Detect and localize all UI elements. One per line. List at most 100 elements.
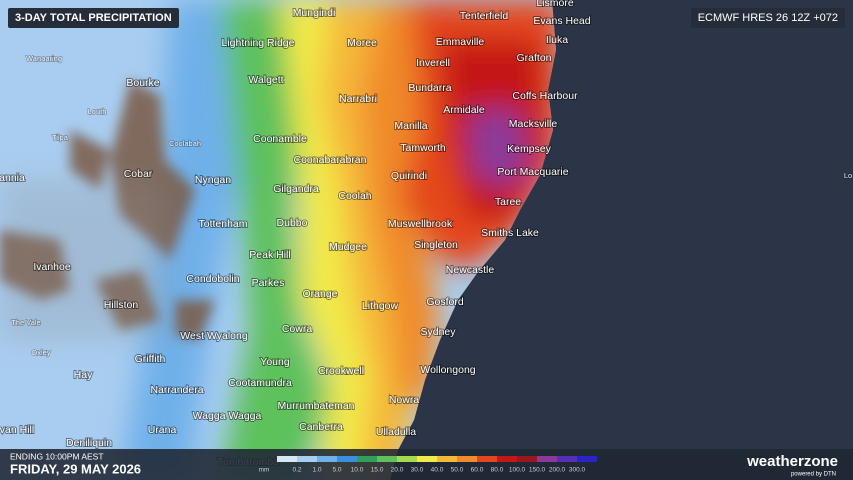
legend-swatch	[357, 456, 377, 462]
place-label: Louth	[88, 107, 107, 116]
legend-label: 5.0	[332, 467, 341, 474]
place-label: Lo	[844, 171, 852, 180]
place-label: Cootamundra	[228, 377, 292, 389]
place-label: Wanaaring	[26, 54, 62, 63]
place-label: Peak Hill	[249, 249, 290, 261]
place-label: Gosford	[426, 296, 464, 308]
place-label: Narrandera	[150, 384, 203, 396]
logo-sub: powered by DTN	[791, 472, 836, 478]
place-label: West Wyalong	[180, 330, 248, 342]
place-label: Walgett	[248, 74, 283, 86]
place-label: Deniliquin	[66, 437, 112, 449]
place-label: Evans Head	[533, 15, 590, 27]
place-label: Orange	[302, 288, 337, 300]
legend-label: 1.0	[312, 467, 321, 474]
place-label: Lithgow	[362, 300, 399, 312]
place-label: Coolah	[338, 190, 371, 202]
legend-unit: mm	[259, 467, 270, 474]
place-label: Mudgee	[329, 241, 367, 253]
place-label: Oxley	[31, 348, 50, 357]
place-label: Newcastle	[446, 264, 495, 276]
place-label: Singleton	[414, 239, 458, 251]
place-label: van Hill	[0, 424, 34, 436]
legend-swatch	[477, 456, 497, 462]
place-label: Muswellbrook	[388, 218, 453, 230]
legend-label: 100.0	[509, 467, 526, 474]
date-text: FRIDAY, 29 MAY 2026	[10, 461, 141, 476]
place-label: Narrabri	[339, 93, 377, 105]
legend-swatch	[277, 456, 297, 462]
place-label: Cobar	[124, 168, 153, 180]
place-label: Wollongong	[420, 364, 475, 376]
legend-label: 300.0	[569, 467, 586, 474]
place-label: Young	[260, 356, 290, 368]
place-label: Hillston	[104, 299, 139, 311]
title-badge: 3-DAY TOTAL PRECIPITATION	[8, 8, 179, 28]
place-label: Coolabah	[169, 139, 201, 148]
footer-bar	[0, 449, 853, 480]
place-label: Hay	[74, 369, 93, 381]
legend-label: 80.0	[491, 467, 504, 474]
place-label: Manilla	[394, 120, 427, 132]
place-label: Mungindi	[293, 7, 336, 19]
legend-label: 30.0	[411, 467, 424, 474]
place-label: Urana	[148, 424, 177, 436]
place-label: Condobolin	[186, 273, 239, 285]
place-label: Coonabarabran	[294, 154, 367, 166]
place-label: Crookwell	[318, 365, 364, 377]
place-label: Kempsey	[507, 143, 552, 155]
legend-swatch	[417, 456, 437, 462]
legend-swatch	[337, 456, 357, 462]
place-label: Tilpa	[52, 133, 69, 142]
ending-text: ENDING 10:00PM AEST	[10, 451, 104, 461]
place-label: Moree	[347, 37, 377, 49]
place-label: Bourke	[126, 77, 159, 89]
legend: 0.2 1.0 5.0 10.0 15.0 20.0 30.0 40.0 50.0 60.0 80.…	[277, 456, 597, 474]
legend-label: 10.0	[351, 467, 364, 474]
place-label: Taree	[495, 196, 521, 208]
legend-swatch	[537, 456, 557, 462]
place-label: Emmaville	[436, 36, 485, 48]
place-label: Armidale	[443, 104, 485, 116]
place-label: Tamworth	[400, 142, 446, 154]
legend-label: 50.0	[451, 467, 464, 474]
legend-label: 200.0	[549, 467, 566, 474]
legend-label: 150.0	[529, 467, 546, 474]
place-label: Nowra	[389, 394, 420, 406]
place-label: Tenterfield	[460, 10, 509, 22]
legend-swatch	[497, 456, 517, 462]
place-label: Lightning Ridge	[222, 37, 295, 49]
legend-swatch	[517, 456, 537, 462]
legend-swatch	[557, 456, 577, 462]
legend-label: 40.0	[431, 467, 444, 474]
place-label: Murrumbateman	[277, 400, 354, 412]
place-label: Cowra	[282, 323, 313, 335]
place-label: Griffith	[135, 353, 166, 365]
legend-swatch	[437, 456, 457, 462]
place-label: Ulladulla	[376, 426, 416, 438]
place-label: Parkes	[252, 277, 285, 289]
place-label: The Vale	[11, 318, 40, 327]
legend-swatch	[317, 456, 337, 462]
place-label: Wagga Wagga	[193, 410, 262, 422]
place-label: Ivanhoe	[33, 261, 71, 273]
legend-swatch	[377, 456, 397, 462]
place-label: Port Macquarie	[497, 166, 568, 178]
place-label: Gilgandra	[273, 183, 319, 195]
legend-swatch	[297, 456, 317, 462]
place-label: Nyngan	[195, 174, 231, 186]
place-labels: Mungindi Tenterfield Lismore Evans Head Ligh…	[0, 0, 853, 469]
place-label: Inverell	[416, 57, 450, 69]
legend-label: 20.0	[391, 467, 404, 474]
place-label: Dubbo	[277, 217, 308, 229]
place-label: Bundarra	[408, 82, 451, 94]
legend-label: 60.0	[471, 467, 484, 474]
place-label: Canberra	[299, 421, 343, 433]
place-label: annia	[0, 172, 25, 184]
place-label: Smiths Lake	[481, 227, 539, 239]
place-label: Tottenham	[198, 218, 247, 230]
legend-label: 15.0	[371, 467, 384, 474]
